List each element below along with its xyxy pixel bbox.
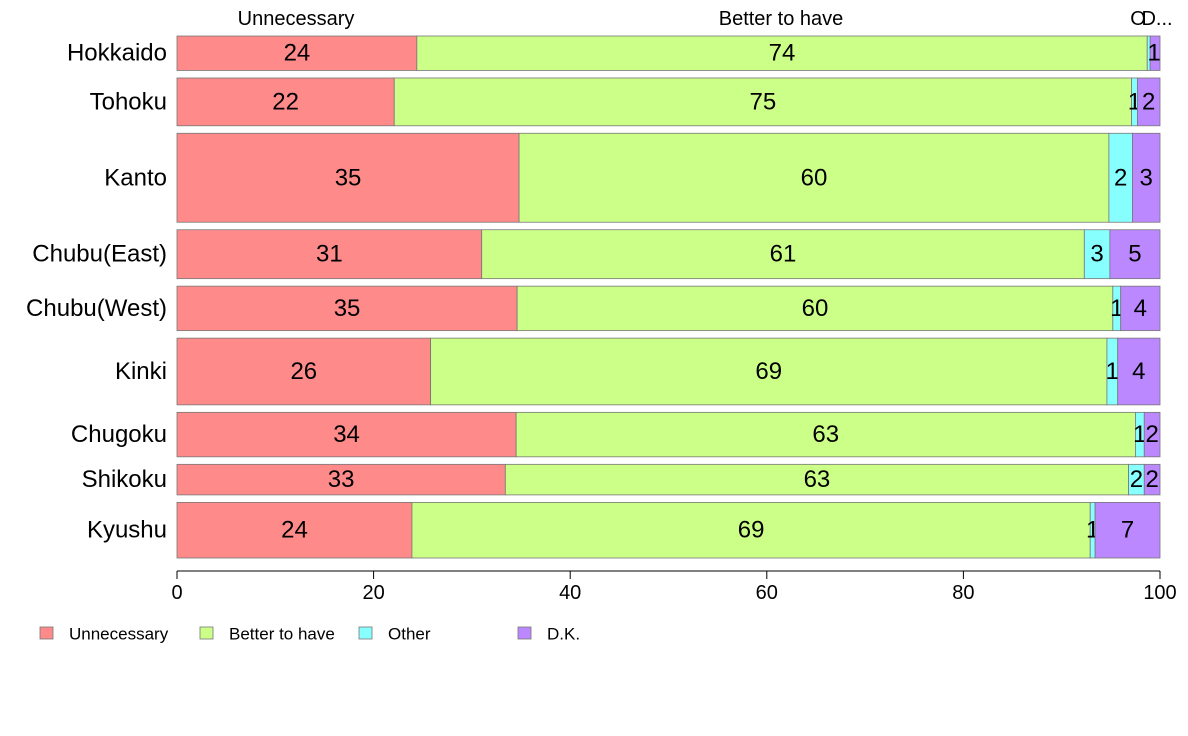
x-tick-label-80: 80 xyxy=(952,582,974,604)
bar-chubu-east-unnecessary xyxy=(176,229,483,280)
data-label-kanto-d-k: 3 xyxy=(1140,164,1153,191)
bar-tohoku-unnecessary xyxy=(176,77,395,127)
bar-kanto-d-k xyxy=(1132,132,1161,223)
category-label-tohoku: Tohoku xyxy=(90,88,167,115)
bar-shikoku-d-k xyxy=(1143,463,1161,496)
legend-swatch-better-to-have xyxy=(199,626,214,640)
x-tick-label-0: 0 xyxy=(171,582,182,604)
data-label-shikoku-other: 2 xyxy=(1130,466,1143,493)
data-label-shikoku-unnecessary: 33 xyxy=(328,466,355,493)
data-label-kanto-better-to-have: 60 xyxy=(801,164,828,191)
bar-shikoku-better-to-have xyxy=(504,463,1129,496)
data-label-chubu-west-unnecessary: 35 xyxy=(334,295,361,322)
top-label-dk: D... xyxy=(1141,8,1172,30)
bar-chugoku-better-to-have xyxy=(515,411,1136,458)
category-label-kyushu: Kyushu xyxy=(87,517,167,544)
x-tick-label-40: 40 xyxy=(559,582,581,604)
bar-chubu-east-better-to-have xyxy=(481,229,1085,280)
bar-kyushu-unnecessary xyxy=(176,502,413,559)
category-label-chugoku: Chugoku xyxy=(71,421,167,448)
data-label-tohoku-unnecessary: 22 xyxy=(272,88,299,115)
top-label-unnecessary: Unnecessary xyxy=(238,8,355,30)
data-label-chubu-east-other: 3 xyxy=(1090,241,1103,268)
data-label-shikoku-better-to-have: 63 xyxy=(804,466,831,493)
data-label-kyushu-better-to-have: 69 xyxy=(738,517,765,544)
bar-kinki-unnecessary xyxy=(176,337,432,406)
data-label-shikoku-d-k: 2 xyxy=(1145,466,1158,493)
category-label-kanto: Kanto xyxy=(104,164,167,191)
data-label-chubu-east-unnecessary: 31 xyxy=(316,241,343,268)
data-label-kinki-other: 1 xyxy=(1106,358,1119,385)
data-label-chubu-west-d-k: 4 xyxy=(1134,295,1147,322)
bar-tohoku-d-k xyxy=(1136,77,1161,127)
data-label-tohoku-better-to-have: 75 xyxy=(750,88,777,115)
data-label-chugoku-unnecessary: 34 xyxy=(333,421,360,448)
data-label-kyushu-unnecessary: 24 xyxy=(281,517,308,544)
bar-chugoku-d-k xyxy=(1143,411,1161,458)
data-label-hokkaido-dk: 1 xyxy=(1147,40,1160,67)
bar-chubu-west-d-k xyxy=(1120,285,1161,332)
data-label-kinki-better-to-have: 69 xyxy=(755,358,782,385)
x-tick-label-100: 100 xyxy=(1143,582,1176,604)
top-label-other: O xyxy=(1130,8,1146,30)
category-label-chubu-west: Chubu(West) xyxy=(26,295,167,322)
data-label-hokkaido-unnecessary: 24 xyxy=(284,40,311,67)
legend-label-other: Other xyxy=(388,625,431,644)
data-label-kinki-unnecessary: 26 xyxy=(290,358,317,385)
category-label-chubu-east: Chubu(East) xyxy=(32,241,167,268)
category-label-shikoku: Shikoku xyxy=(82,466,167,493)
data-label-chugoku-d-k: 2 xyxy=(1145,421,1158,448)
x-tick-label-60: 60 xyxy=(756,582,778,604)
bar-shikoku-unnecessary xyxy=(176,463,506,496)
data-label-hokkaido-better-to-have: 74 xyxy=(769,40,796,67)
legend-swatch-other xyxy=(358,626,373,640)
data-label-chugoku-better-to-have: 63 xyxy=(812,421,839,448)
data-label-tohoku-d-k: 2 xyxy=(1142,88,1155,115)
data-label-chubu-east-better-to-have: 61 xyxy=(770,241,797,268)
bar-tohoku-better-to-have xyxy=(393,77,1132,127)
data-label-chubu-east-d-k: 5 xyxy=(1128,241,1141,268)
x-tick-label-20: 20 xyxy=(362,582,384,604)
bar-chubu-east-d-k xyxy=(1109,229,1161,280)
bar-hokkaido-unnecessary xyxy=(176,35,418,71)
bar-hokkaido-d-k xyxy=(1149,35,1161,71)
data-label-kyushu-d-k: 7 xyxy=(1121,517,1134,544)
category-label-hokkaido: Hokkaido xyxy=(67,40,167,67)
category-label-kinki: Kinki xyxy=(115,358,167,385)
bar-kyushu-better-to-have xyxy=(411,502,1091,559)
bar-kanto-better-to-have xyxy=(518,132,1110,223)
top-label-better-to-have: Better to have xyxy=(719,8,844,30)
bar-kinki-d-k xyxy=(1117,337,1161,406)
bar-chubu-west-unnecessary xyxy=(176,285,518,332)
legend-label-unnecessary: Unnecessary xyxy=(69,625,169,644)
bar-chubu-east-other xyxy=(1083,229,1111,280)
data-label-kanto-other: 2 xyxy=(1114,164,1127,191)
data-label-kanto-unnecessary: 35 xyxy=(335,164,362,191)
bar-kinki-better-to-have xyxy=(430,337,1108,406)
bar-kyushu-d-k xyxy=(1094,502,1161,559)
data-label-chugoku-other: 1 xyxy=(1133,421,1146,448)
bar-hokkaido-better-to-have xyxy=(416,35,1148,71)
data-label-kinki-d-k: 4 xyxy=(1132,358,1145,385)
legend-label-better-to-have: Better to have xyxy=(229,625,335,644)
legend-label-d-k: D.K. xyxy=(547,625,580,644)
legend-swatch-unnecessary xyxy=(39,626,54,640)
data-label-chubu-west-other: 1 xyxy=(1110,295,1123,322)
data-label-chubu-west-better-to-have: 60 xyxy=(802,295,829,322)
legend-swatch-d-k xyxy=(517,626,532,640)
